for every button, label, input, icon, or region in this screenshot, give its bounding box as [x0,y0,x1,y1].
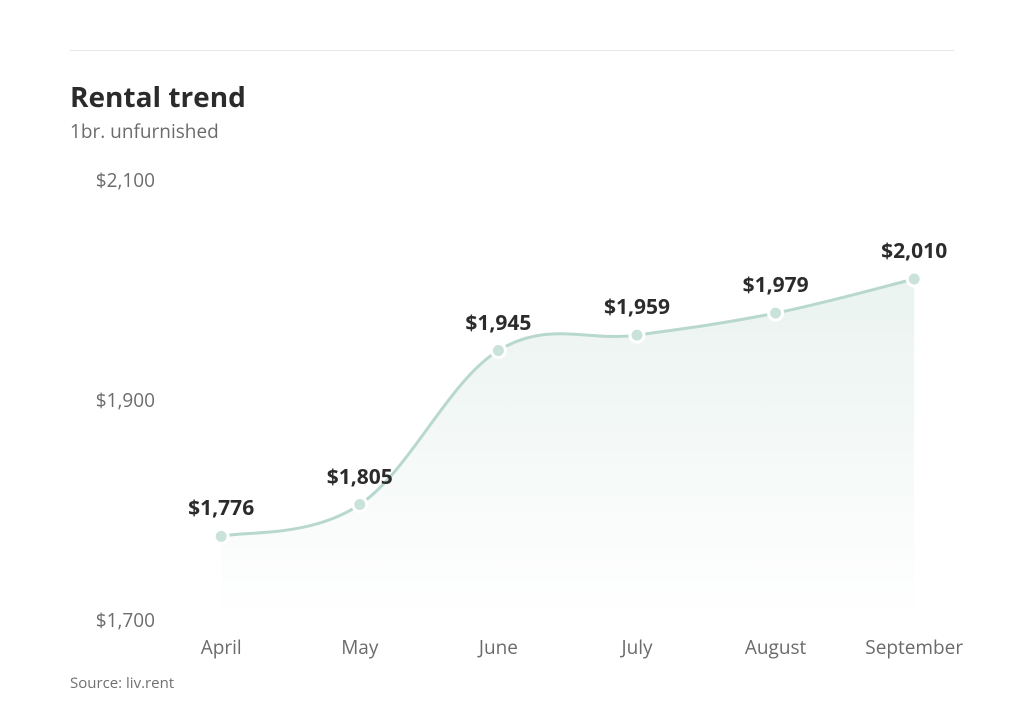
line-chart-plot [175,180,945,620]
data-point-label: $1,979 [743,271,809,299]
data-point-label: $2,010 [881,237,947,265]
data-point-label: $1,945 [465,309,531,337]
x-axis-tick-label: April [201,634,242,660]
y-axis-tick-label: $2,100 [75,167,155,193]
x-axis-tick-label: August [745,634,806,660]
x-axis-tick-label: September [865,634,963,660]
y-axis-tick-label: $1,700 [75,607,155,633]
chart-title: Rental trend [70,78,246,116]
data-point-label: $1,776 [188,494,254,522]
source-attribution: Source: liv.rent [70,673,174,693]
x-axis-tick-label: July [621,634,652,660]
data-point-label: $1,805 [327,463,393,491]
top-rule [70,50,954,51]
x-axis-tick-label: June [479,634,518,660]
chart-frame: Rental trend 1br. unfurnished $1,700 $1,… [0,0,1024,717]
chart-subtitle: 1br. unfurnished [70,118,219,144]
y-axis-tick-label: $1,900 [75,387,155,413]
data-point-label: $1,959 [604,293,670,321]
x-axis-tick-label: May [341,634,378,660]
